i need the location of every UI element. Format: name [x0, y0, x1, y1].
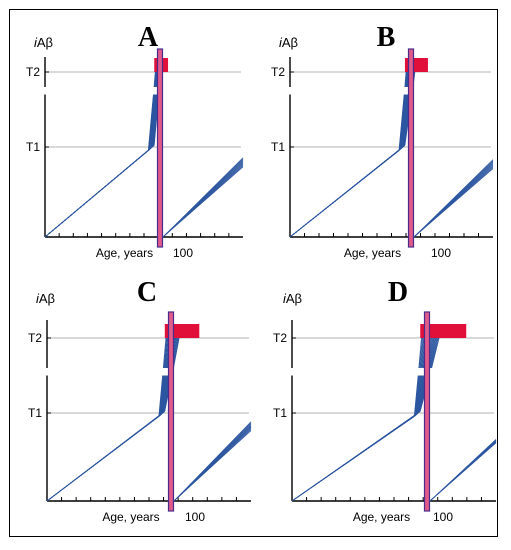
y-tick-label-t2: T2 — [271, 65, 285, 79]
series-line-rapid-upper — [173, 335, 180, 369]
series-line-post — [173, 421, 252, 502]
series-line-rapid-upper — [429, 335, 438, 369]
series-line-rapid-upper — [431, 335, 440, 369]
x-tick-label-100: 100 — [431, 246, 451, 260]
y-axis-label: iAβ — [34, 35, 53, 50]
series-line-rapid-upper — [163, 335, 167, 369]
series-line-rapid-upper — [162, 335, 167, 369]
series-line-rapid-upper — [428, 335, 437, 369]
treatment-bar — [407, 48, 415, 248]
x-axis-label: Age, years — [102, 510, 159, 524]
series-line-rapid-upper — [418, 335, 423, 369]
y-tick-label-t1: T1 — [28, 406, 42, 420]
y-axis-label-main: Aβ — [39, 291, 55, 306]
treatment-bar — [167, 311, 175, 512]
y-axis-label-main: Aβ — [37, 35, 53, 50]
y-axis-label-italic: i — [34, 35, 38, 50]
x-axis-label: Age, years — [353, 510, 410, 524]
x-axis-label: Age, years — [344, 246, 401, 260]
series-line-rapid-upper — [420, 335, 425, 369]
y-axis-label-italic: i — [279, 35, 283, 50]
treatment-bar — [423, 311, 431, 512]
series-line-rapid-upper — [429, 335, 438, 369]
x-tick-label-100: 100 — [185, 510, 205, 524]
y-axis-label: iAβ — [36, 291, 55, 306]
series-line-post — [162, 157, 244, 238]
y-axis-label-italic: i — [36, 291, 40, 306]
y-tick-label-t1: T1 — [271, 140, 285, 154]
series-line-rapid-upper — [430, 335, 439, 369]
panel-letter: B — [377, 22, 396, 53]
series-line-post — [429, 439, 497, 502]
x-tick-label-100: 100 — [173, 246, 193, 260]
y-axis-label-main: Aβ — [282, 35, 298, 50]
x-axis-label: Age, years — [96, 246, 153, 260]
panel-letter: C — [137, 277, 157, 308]
y-tick-label-t2: T2 — [26, 65, 40, 79]
y-axis-label-italic: i — [283, 291, 287, 306]
series-line-rapid-upper — [419, 335, 424, 369]
series-line-rise — [46, 410, 166, 502]
y-tick-label-t1: T1 — [26, 140, 40, 154]
y-tick-label-t2: T2 — [28, 331, 42, 345]
panel-letter: D — [388, 277, 408, 308]
series-line-rapid-upper — [164, 335, 169, 369]
y-axis-label: iAβ — [283, 291, 302, 306]
y-axis-label: iAβ — [279, 35, 298, 50]
panel-letter: A — [138, 22, 159, 53]
series-line-rapid-upper — [430, 335, 440, 369]
series-line-rapid-upper — [420, 335, 425, 369]
series-line-rise — [291, 410, 421, 502]
series-line-post — [413, 159, 494, 238]
y-tick-label-t1: T1 — [273, 406, 287, 420]
figure-frame — [9, 9, 498, 537]
series-line-rapid-upper — [418, 335, 422, 369]
series-line-rapid-upper — [164, 335, 169, 369]
y-axis-label-main: Aβ — [286, 291, 302, 306]
series-line-rise — [289, 144, 406, 238]
series-line-rapid-upper — [163, 335, 168, 369]
red-marker-bar — [420, 324, 467, 338]
y-tick-label-t2: T2 — [273, 331, 287, 345]
treatment-bar — [156, 48, 164, 248]
x-tick-label-100: 100 — [433, 510, 453, 524]
series-line-rise — [44, 144, 155, 238]
